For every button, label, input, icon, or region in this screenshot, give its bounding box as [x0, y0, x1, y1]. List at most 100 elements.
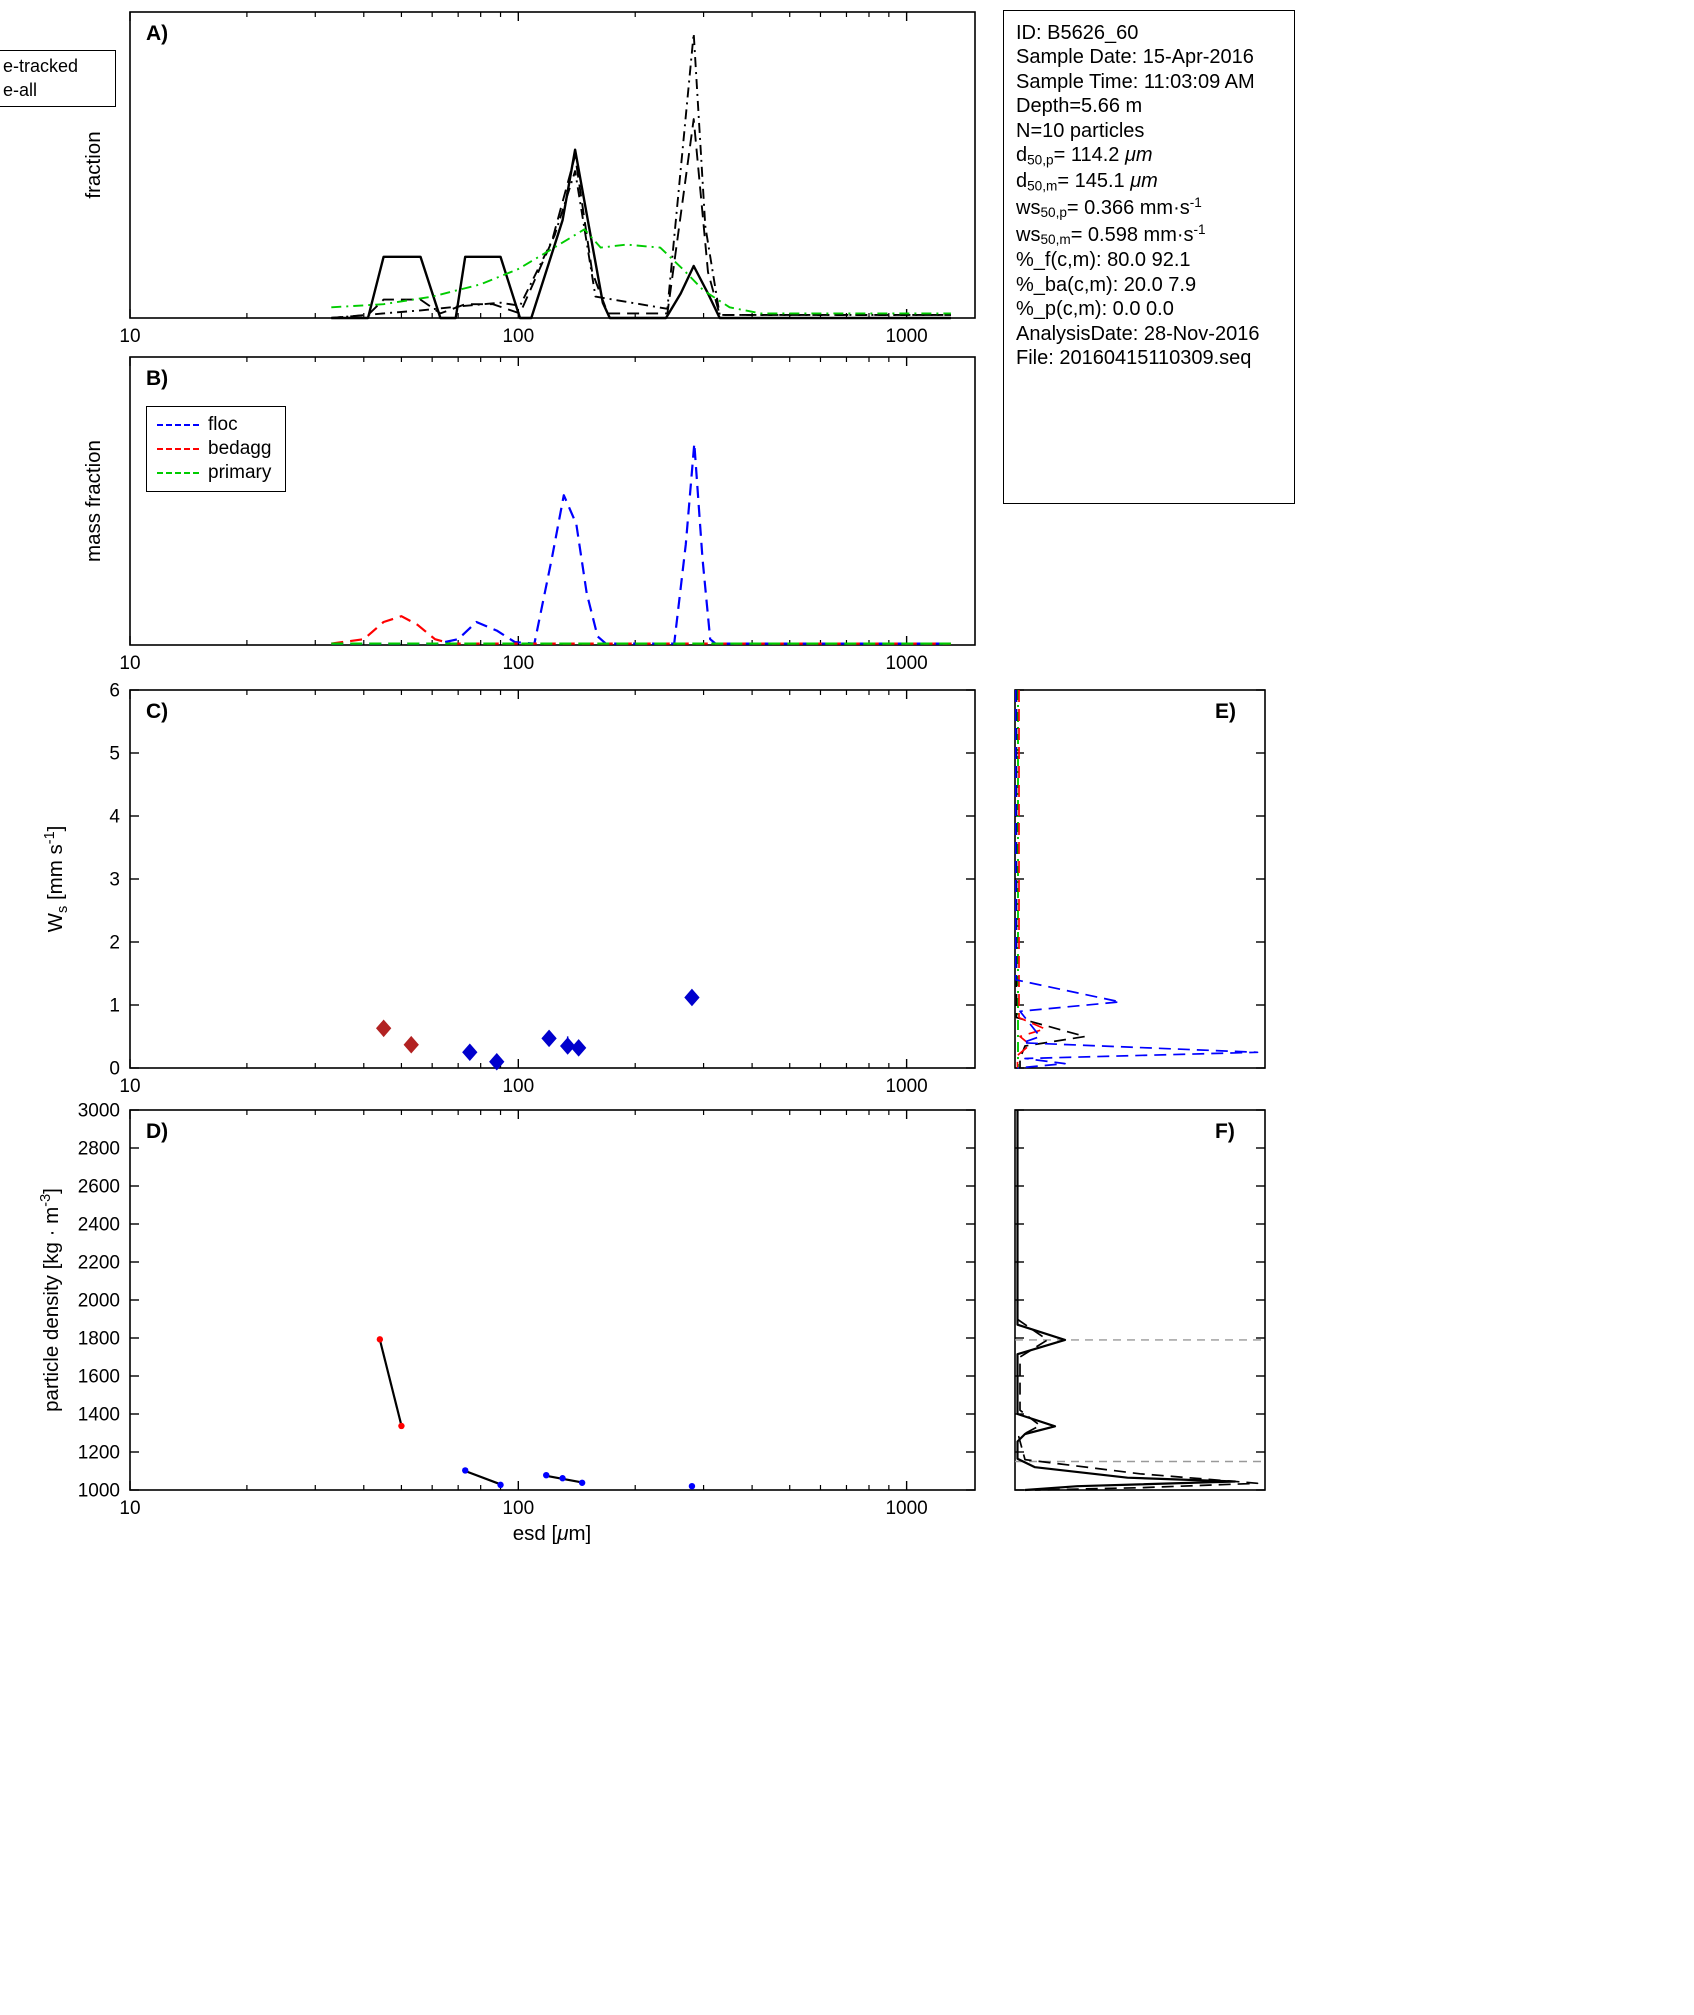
x-tick-label: 100 — [502, 1076, 534, 1097]
series-density-dist-solid — [1016, 1110, 1237, 1492]
info-line: N=10 particles — [1016, 119, 1145, 142]
series-primary-green-dashdot — [331, 228, 951, 315]
panel-A: 10 100 1000 A) — [119, 11, 976, 347]
series-size-tracked-solid — [331, 148, 951, 320]
panel-frame-A — [129, 11, 976, 319]
dot-density-floc-dots — [688, 1483, 696, 1490]
info-line: ID: B5626_60 — [1016, 22, 1139, 44]
x-tick-label: 1000 — [885, 653, 927, 674]
info-line: %_ba(c,m): 20.0 7.9 — [1016, 273, 1197, 296]
series-density-seg-1 — [378, 1339, 403, 1426]
panel-C: 10 100 1000 0 1 2 3 4 5 6 C) — [109, 681, 976, 1097]
xlabel-esd: esd [μm] — [513, 1522, 591, 1545]
legend-label: primary — [208, 462, 272, 483]
panel-frame-D — [129, 1109, 976, 1491]
legend-item-bedagg: bedagg — [157, 437, 271, 461]
panel-frame-E — [1014, 689, 1266, 1069]
y-tick-label: 1200 — [78, 1443, 120, 1464]
legend-item-tracked: e-tracked — [3, 56, 79, 76]
y-tick-label: 2600 — [78, 1177, 120, 1198]
panel-B: 10 100 1000 B) — [119, 356, 976, 674]
legend-line-sample — [157, 472, 199, 474]
series-density-dist-dashed — [1016, 1318, 1259, 1491]
x-tick-label: 10 — [119, 653, 140, 674]
series-ws-dist-floc — [1014, 690, 1259, 1069]
ylabel-b: mass fraction — [82, 440, 105, 562]
ylabel-d: particle density [kg · m-3] — [38, 1188, 63, 1412]
panel-E: E) — [1014, 689, 1266, 1069]
legend-item-floc: floc — [157, 413, 271, 437]
y-tick-label: 6 — [109, 681, 120, 702]
info-line: d50,p= 114.2 μm — [1016, 143, 1153, 168]
info-line: Sample Date: 15-Apr-2016 — [1016, 46, 1254, 69]
marker-ws-floc — [684, 988, 700, 1007]
marker-ws-floc — [462, 1043, 478, 1062]
dot-density-floc-dots — [462, 1467, 469, 1474]
dot-density-floc-dots — [543, 1471, 550, 1479]
info-line: Sample Time: 11:03:09 AM — [1016, 70, 1255, 93]
info-line: d50,m= 145.1 μm — [1016, 169, 1158, 194]
y-tick-label: 1800 — [78, 1329, 120, 1350]
y-tick-label: 1400 — [78, 1405, 120, 1426]
x-tick-label: 10 — [119, 326, 140, 347]
info-line: File: 20160415110309.seq — [1016, 346, 1252, 369]
legend-particle-types: floc bedagg primary — [146, 406, 287, 492]
x-tick-label: 10 — [119, 1076, 140, 1097]
y-tick-label: 2000 — [78, 1291, 120, 1312]
y-tick-label: 5 — [109, 744, 120, 765]
dot-density-bedagg-dots — [398, 1422, 405, 1430]
marker-ws-floc — [570, 1039, 587, 1057]
marker-ws-bedagg — [375, 1019, 392, 1038]
panel-D: 10 100 1000 1000 1200 1400 1600 1800 2000 2200 240… — [78, 1101, 976, 1519]
info-line: ws50,m= 0.598 mm·s-1 — [1016, 221, 1206, 247]
marker-ws-floc — [560, 1037, 576, 1055]
dot-density-bedagg-dots — [376, 1336, 384, 1343]
series-bedagg — [331, 615, 951, 645]
y-tick-label: 2800 — [78, 1139, 120, 1160]
legend-label: floc — [208, 414, 238, 435]
ylabel-a: fraction — [82, 131, 105, 198]
panel-label-F: F) — [1215, 1120, 1235, 1143]
marker-ws-floc — [541, 1029, 557, 1048]
legend-label: bedagg — [208, 438, 272, 459]
y-tick-label: 2200 — [78, 1253, 120, 1274]
legend-top-left-clipped: e-tracked e-all — [0, 50, 116, 107]
legend-line-sample — [157, 448, 199, 450]
info-line: AnalysisDate: 28-Nov-2016 — [1016, 322, 1260, 345]
ylabel-c: Ws [mm s-1] — [42, 826, 71, 933]
x-tick-label: 1000 — [885, 1076, 927, 1097]
series-ws-dist-all-black — [1015, 690, 1086, 1068]
panel-label-E: E) — [1215, 700, 1236, 723]
info-line: Depth=5.66 m — [1016, 95, 1143, 118]
x-tick-label: 10 — [119, 1498, 140, 1519]
y-tick-label: 2 — [109, 933, 120, 954]
series-floc — [331, 442, 951, 645]
panel-F: F) — [1014, 1109, 1266, 1492]
x-tick-label: 100 — [502, 653, 534, 674]
panel-label-B: B) — [146, 367, 168, 390]
y-tick-label: 1600 — [78, 1367, 120, 1388]
series-ws-dist-bedagg — [1016, 690, 1046, 1068]
y-tick-label: 0 — [109, 1059, 120, 1080]
dot-density-floc-dots — [559, 1475, 566, 1482]
panel-frame-C — [129, 689, 976, 1069]
x-tick-label: 1000 — [885, 326, 927, 347]
series-density-seg-2 — [464, 1469, 501, 1486]
series-size-all-dashed — [331, 118, 951, 319]
x-tick-label: 100 — [502, 326, 534, 347]
sample-info-box: ID: B5626_60 Sample Date: 15-Apr-2016 Samp… — [1003, 10, 1295, 504]
x-tick-label: 100 — [502, 1498, 534, 1519]
info-line: %_p(c,m): 0.0 0.0 — [1016, 298, 1174, 321]
dot-density-floc-dots — [497, 1481, 504, 1489]
info-line: %_f(c,m): 80.0 92.1 — [1016, 249, 1191, 272]
legend-item-primary: primary — [157, 461, 271, 485]
panel-label-C: C) — [146, 700, 168, 723]
info-line: ws50,p= 0.366 mm·s-1 — [1016, 194, 1202, 221]
panel-frame-F — [1014, 1109, 1266, 1491]
y-tick-label: 1 — [109, 996, 120, 1017]
x-tick-label: 1000 — [885, 1498, 927, 1519]
dot-density-floc-dots — [578, 1479, 586, 1486]
panel-label-A: A) — [146, 22, 168, 45]
panel-label-D: D) — [146, 1120, 168, 1143]
